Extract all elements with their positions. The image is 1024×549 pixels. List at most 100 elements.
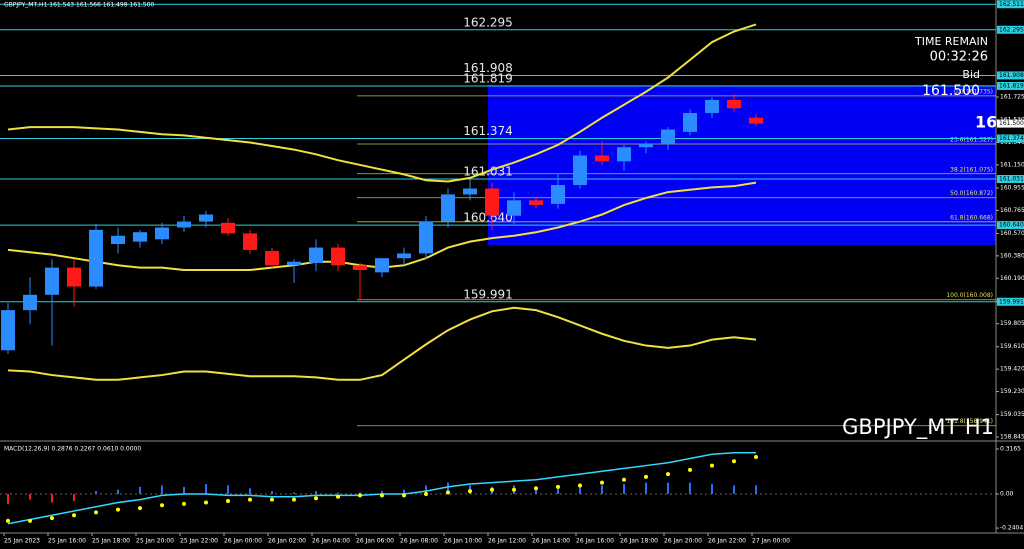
signal-dot bbox=[358, 493, 362, 498]
y-tick-label: 161.725 bbox=[1000, 94, 1024, 101]
x-tick-label: 25 Jan 22:00 bbox=[180, 538, 218, 545]
signal-dot bbox=[226, 499, 230, 504]
macd-bar bbox=[161, 485, 163, 494]
y-tick-label: 158.845 bbox=[1000, 434, 1024, 441]
x-tick-label: 26 Jan 20:00 bbox=[664, 538, 702, 545]
x-tick-label: 26 Jan 02:00 bbox=[268, 538, 306, 545]
macd-bar bbox=[95, 491, 97, 494]
signal-dot bbox=[402, 493, 406, 498]
x-tick-label: 26 Jan 04:00 bbox=[312, 538, 350, 545]
level-label: 160.640 bbox=[463, 211, 513, 225]
level-box-label: 160.640 bbox=[999, 222, 1024, 229]
x-tick-label: 26 Jan 18:00 bbox=[620, 538, 658, 545]
candle-body bbox=[89, 229, 103, 287]
candle-body bbox=[463, 188, 477, 195]
macd-bar bbox=[425, 485, 427, 494]
level-label: 161.819 bbox=[463, 71, 513, 85]
level-label: 161.908 bbox=[463, 61, 513, 75]
candle-body bbox=[749, 117, 763, 124]
macd-bar bbox=[293, 492, 295, 494]
macd-bar bbox=[139, 486, 141, 494]
signal-dot bbox=[160, 503, 164, 508]
chart-header: GBPJPY_MT,H1 161.543 161.566 161.498 161… bbox=[4, 2, 154, 9]
x-tick-label: 26 Jan 06:00 bbox=[356, 538, 394, 545]
y-tick-label: 160.190 bbox=[1000, 275, 1024, 282]
fibo-zone bbox=[488, 85, 996, 245]
macd-bar bbox=[403, 489, 405, 494]
y-tick-label: 161.340 bbox=[1000, 139, 1024, 146]
macd-bar bbox=[73, 493, 75, 502]
signal-dot bbox=[292, 497, 296, 502]
macd-bar bbox=[117, 489, 119, 494]
y-tick-label: 159.420 bbox=[1000, 366, 1024, 373]
candle-body bbox=[705, 99, 719, 113]
macd-bar bbox=[447, 482, 449, 494]
macd-bar bbox=[535, 486, 537, 494]
band-line bbox=[7, 306, 757, 381]
candle-body bbox=[265, 251, 279, 266]
signal-dot bbox=[468, 489, 472, 494]
signal-dot bbox=[578, 483, 582, 488]
signal-dot bbox=[28, 518, 32, 523]
level-box-label: 162.511 bbox=[999, 1, 1024, 8]
x-tick-label: 26 Jan 16:00 bbox=[576, 538, 614, 545]
macd-bar bbox=[601, 485, 603, 494]
candle-body bbox=[1, 310, 15, 351]
macd-bar bbox=[381, 491, 383, 494]
macd-bar bbox=[689, 482, 691, 494]
level-box bbox=[997, 134, 1024, 143]
level-box-label: 161.908 bbox=[999, 72, 1024, 79]
macd-bar bbox=[315, 491, 317, 494]
candle-body bbox=[639, 143, 653, 148]
macd-title: MACD(12,26,9) 0.2876 0.2267 0.0610 0.000… bbox=[4, 446, 141, 453]
fib-label: 0.0(161.735) bbox=[954, 88, 993, 95]
signal-dot bbox=[446, 490, 450, 495]
signal-dot bbox=[116, 507, 120, 512]
fib-label: 50.0(160.872) bbox=[950, 190, 993, 197]
level-box bbox=[997, 174, 1024, 183]
candle-body bbox=[177, 221, 191, 228]
signal-dot bbox=[512, 487, 516, 492]
x-tick-label: 25 Jan 20:00 bbox=[136, 538, 174, 545]
candle-body bbox=[441, 194, 455, 222]
candle-body bbox=[573, 155, 587, 185]
macd-bar bbox=[711, 484, 713, 494]
signal-dot bbox=[314, 496, 318, 501]
y-tick-label: 159.610 bbox=[1000, 343, 1024, 350]
y-tick-label: 159.230 bbox=[1000, 388, 1024, 395]
x-tick-label: 26 Jan 00:00 bbox=[224, 538, 262, 545]
candle-body bbox=[67, 267, 81, 287]
y-tick-label: 160.380 bbox=[1000, 252, 1024, 259]
level-box-label: 161.374 bbox=[999, 135, 1024, 142]
macd-bar bbox=[667, 482, 669, 494]
candle-body bbox=[551, 184, 565, 204]
signal-dot bbox=[754, 455, 758, 460]
bid-box bbox=[997, 119, 1024, 128]
macd-bar bbox=[227, 485, 229, 494]
y-tick-label: 160.955 bbox=[1000, 184, 1024, 191]
bid-box-label: 161.500 bbox=[999, 120, 1024, 127]
candle-body bbox=[617, 147, 631, 162]
watermark: GBPJPY_MT H1 bbox=[842, 415, 994, 440]
signal-dot bbox=[534, 486, 538, 491]
y-tick-label: 159.805 bbox=[1000, 320, 1024, 327]
y-tick-label: 161.150 bbox=[1000, 161, 1024, 168]
level-box-label: 161.819 bbox=[999, 82, 1024, 89]
macd-bar bbox=[249, 488, 251, 494]
fib-label: 161.8(158.941) bbox=[946, 418, 993, 425]
candle-body bbox=[595, 155, 609, 162]
fib-label: 23.6(161.327) bbox=[950, 137, 993, 144]
candle-body bbox=[397, 253, 411, 259]
macd-bar bbox=[579, 484, 581, 494]
signal-dot bbox=[666, 472, 670, 477]
candle-body bbox=[331, 247, 345, 266]
band-line bbox=[7, 23, 757, 183]
fib-label: 61.8(160.668) bbox=[950, 214, 993, 221]
signal-dot bbox=[424, 491, 428, 496]
candle-body bbox=[419, 221, 433, 254]
macd-bar bbox=[645, 482, 647, 494]
level-label: 159.991 bbox=[463, 287, 513, 301]
candle-body bbox=[529, 200, 543, 206]
x-tick-label: 27 Jan 00:00 bbox=[752, 538, 790, 545]
